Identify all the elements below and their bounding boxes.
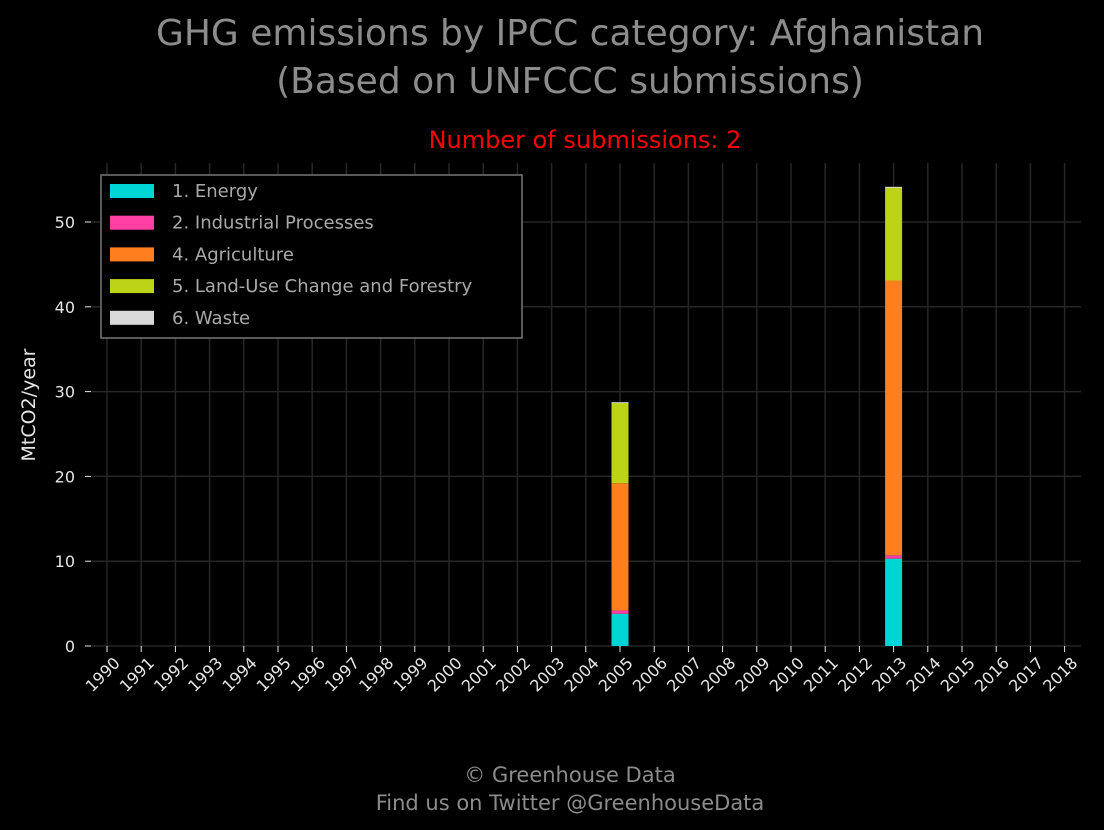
chart-subtitle: Number of submissions: 2 bbox=[429, 126, 742, 154]
x-tick-label-2001: 2001 bbox=[458, 653, 500, 695]
x-tick-label-1999: 1999 bbox=[389, 653, 431, 695]
legend-swatch-1 bbox=[110, 184, 154, 198]
x-tick-label-2013: 2013 bbox=[868, 653, 910, 695]
x-tick-label-2005: 2005 bbox=[595, 653, 637, 695]
x-tick-label-2004: 2004 bbox=[560, 653, 602, 695]
legend-label-3: 4. Agriculture bbox=[172, 244, 294, 265]
y-tick-label-20: 20 bbox=[55, 467, 75, 486]
bar-2013-series-4 bbox=[885, 187, 903, 281]
bar-2013-series-1 bbox=[885, 558, 903, 646]
bar-2005-series-3 bbox=[611, 483, 629, 611]
x-tick-label-2002: 2002 bbox=[492, 653, 534, 695]
legend-swatch-2 bbox=[110, 215, 154, 230]
x-tick-label-2012: 2012 bbox=[834, 653, 876, 695]
chart-title-line2: (Based on UNFCCC submissions) bbox=[276, 61, 864, 102]
x-tick-label-2015: 2015 bbox=[937, 653, 979, 695]
x-tick-label-1993: 1993 bbox=[184, 653, 226, 695]
footer-copyright: © Greenhouse Data bbox=[464, 763, 675, 787]
x-tick-label-2007: 2007 bbox=[663, 653, 705, 695]
x-tick-label-2009: 2009 bbox=[731, 653, 773, 695]
bar-2013-series-2 bbox=[885, 555, 903, 559]
y-axis-label: MtCO2/year bbox=[18, 348, 40, 461]
x-tick-label-2003: 2003 bbox=[526, 653, 568, 695]
chart-title-line1: GHG emissions by IPCC category: Afghanis… bbox=[156, 13, 984, 54]
bar-2005-series-4 bbox=[611, 402, 629, 484]
x-tick-label-2008: 2008 bbox=[697, 653, 739, 695]
x-tick-label-1997: 1997 bbox=[321, 653, 363, 695]
y-tick-label-0: 0 bbox=[65, 637, 75, 656]
x-tick-label-2016: 2016 bbox=[971, 653, 1013, 695]
x-tick-label-1995: 1995 bbox=[253, 653, 295, 695]
y-tick-label-40: 40 bbox=[55, 298, 75, 317]
bar-2005-series-2 bbox=[611, 610, 629, 614]
x-tick-label-1991: 1991 bbox=[116, 653, 158, 695]
x-tick-label-1994: 1994 bbox=[218, 653, 260, 695]
x-tick-label-2006: 2006 bbox=[629, 653, 671, 695]
x-tick-label-2010: 2010 bbox=[766, 653, 808, 695]
legend-label-2: 2. Industrial Processes bbox=[172, 213, 374, 234]
x-tick-label-1996: 1996 bbox=[287, 653, 329, 695]
x-tick-label-1990: 1990 bbox=[82, 653, 124, 695]
y-tick-label-10: 10 bbox=[55, 552, 75, 571]
legend-label-5: 6. Waste bbox=[172, 308, 250, 329]
x-tick-label-2000: 2000 bbox=[424, 653, 466, 695]
bar-2013-series-5 bbox=[885, 186, 903, 188]
x-tick-label-2014: 2014 bbox=[902, 653, 944, 695]
legend-box bbox=[100, 174, 523, 339]
legend-swatch-3 bbox=[110, 247, 154, 262]
x-tick-label-2018: 2018 bbox=[1039, 653, 1081, 695]
x-tick-label-2017: 2017 bbox=[1005, 653, 1047, 695]
x-tick-label-2011: 2011 bbox=[800, 653, 842, 695]
legend-label-1: 1. Energy bbox=[172, 181, 258, 202]
legend: 1. Energy 2. Industrial Processes 4. Agric… bbox=[100, 174, 523, 339]
footer-twitter: Find us on Twitter @GreenhouseData bbox=[376, 791, 765, 815]
bars bbox=[611, 186, 903, 646]
y-tick-label-50: 50 bbox=[55, 213, 75, 232]
bar-2005-series-1 bbox=[611, 613, 629, 646]
bar-2013-series-3 bbox=[885, 280, 903, 556]
x-tick-label-1992: 1992 bbox=[150, 653, 192, 695]
x-tick-label-1998: 1998 bbox=[355, 653, 397, 695]
legend-swatch-4 bbox=[110, 279, 154, 294]
bar-2005-series-5 bbox=[611, 402, 629, 404]
legend-swatch-5 bbox=[110, 310, 154, 325]
y-tick-label-30: 30 bbox=[55, 383, 75, 402]
legend-label-4: 5. Land-Use Change and Forestry bbox=[172, 276, 472, 297]
